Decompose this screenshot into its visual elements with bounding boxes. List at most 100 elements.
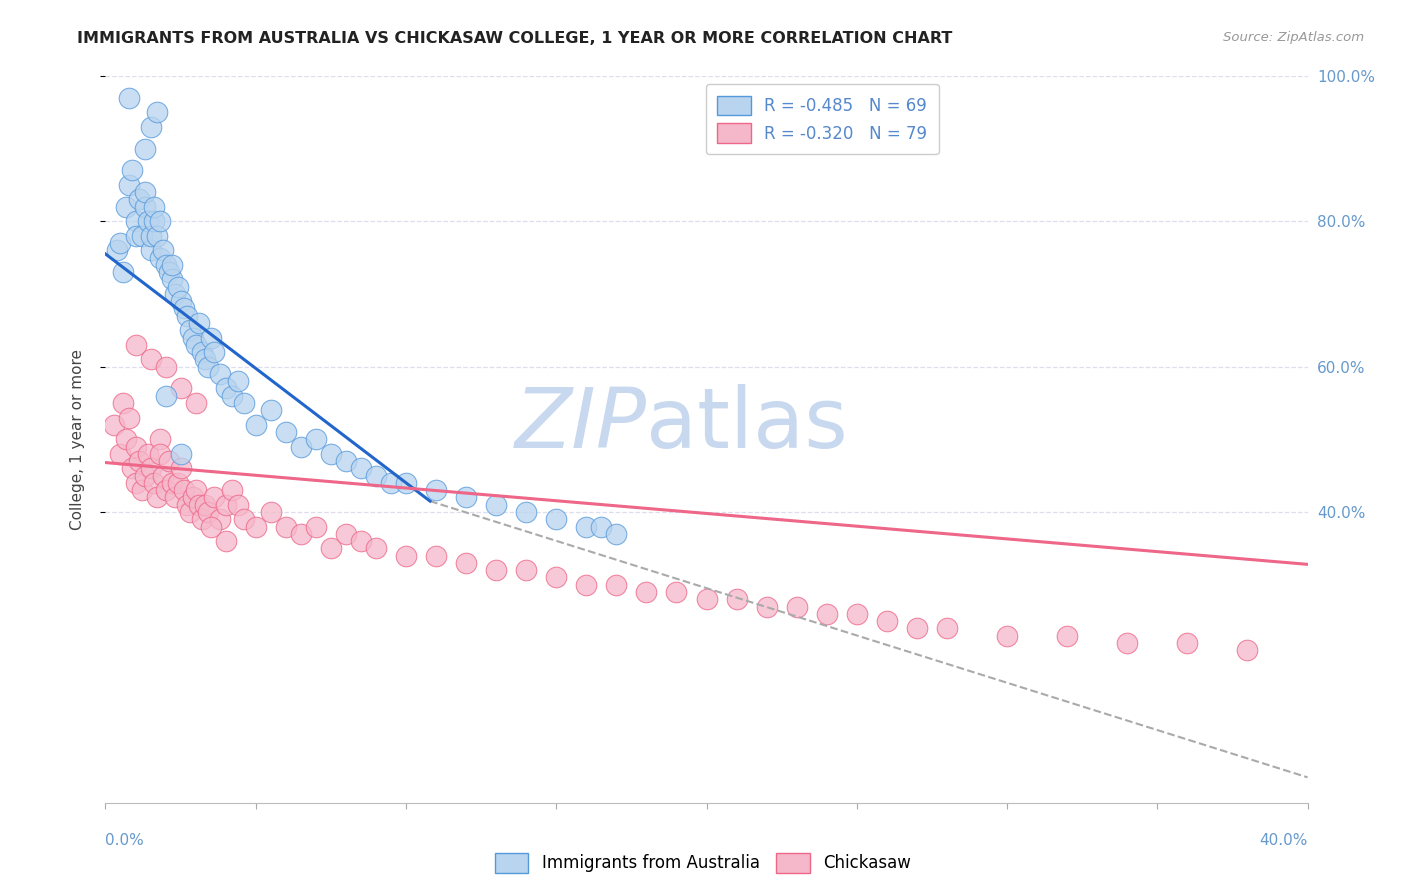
Point (184, 483, 207, 498)
Point (485, 498, 508, 512)
Point (187, 498, 209, 512)
Point (179, 505, 201, 519)
Point (115, 432, 138, 446)
Point (575, 519, 598, 533)
Point (245, 519, 267, 533)
Point (136, 447, 159, 461)
Text: ZIP: ZIP (515, 384, 647, 466)
Point (139, 244, 162, 258)
Point (142, 200, 165, 214)
Point (665, 585, 688, 599)
Point (139, 120, 162, 134)
Point (139, 461, 162, 475)
Point (166, 279, 188, 293)
Point (128, 454, 150, 468)
Point (118, 178, 141, 192)
Point (260, 403, 283, 417)
Point (142, 214, 165, 228)
Point (546, 570, 568, 584)
Point (395, 549, 418, 563)
Legend: R = -0.485   N = 69, R = -0.320   N = 79: R = -0.485 N = 69, R = -0.320 N = 79 (706, 84, 939, 154)
Point (118, 410, 141, 425)
Point (232, 396, 254, 410)
Point (350, 534, 373, 549)
Point (290, 526, 312, 541)
Point (128, 193, 150, 207)
Point (112, 396, 135, 410)
Point (169, 294, 191, 309)
Point (103, 417, 125, 432)
Point (187, 316, 209, 330)
Point (395, 475, 418, 490)
Point (221, 483, 243, 498)
Point (197, 359, 219, 374)
Point (155, 389, 177, 403)
Point (112, 265, 135, 279)
Point (335, 526, 357, 541)
Point (226, 374, 249, 388)
Point (636, 585, 658, 599)
Point (184, 396, 207, 410)
Point (148, 447, 170, 461)
Point (176, 309, 198, 323)
Point (335, 454, 357, 468)
Point (319, 541, 342, 556)
Point (194, 352, 217, 367)
Legend: Immigrants from Australia, Chickasaw: Immigrants from Australia, Chickasaw (488, 847, 918, 880)
Point (226, 498, 249, 512)
Point (190, 512, 212, 526)
Y-axis label: College, 1 year or more: College, 1 year or more (70, 349, 84, 530)
Point (160, 272, 183, 286)
Text: 40.0%: 40.0% (1260, 833, 1308, 848)
Point (214, 498, 236, 512)
Point (124, 440, 146, 454)
Point (274, 519, 297, 533)
Point (160, 258, 183, 272)
Point (148, 214, 170, 228)
Point (121, 163, 143, 178)
Point (605, 526, 627, 541)
Point (1236, 643, 1258, 657)
Point (425, 483, 447, 498)
Point (456, 491, 478, 505)
Point (456, 556, 478, 570)
Point (380, 475, 402, 490)
Point (173, 483, 195, 498)
Point (202, 345, 225, 359)
Point (208, 512, 231, 526)
Point (190, 345, 212, 359)
Point (181, 330, 204, 344)
Point (425, 549, 447, 563)
Point (124, 475, 146, 490)
Point (905, 621, 928, 635)
Point (184, 338, 207, 352)
Point (591, 519, 613, 533)
Point (169, 381, 191, 395)
Point (139, 228, 162, 243)
Point (148, 251, 170, 265)
Point (305, 432, 328, 446)
Point (139, 352, 162, 367)
Point (575, 578, 598, 592)
Point (319, 447, 342, 461)
Point (121, 461, 143, 475)
Point (155, 258, 177, 272)
Point (115, 200, 138, 214)
Point (1177, 636, 1199, 650)
Point (245, 417, 267, 432)
Point (124, 214, 146, 228)
Text: IMMIGRANTS FROM AUSTRALIA VS CHICKASAW COLLEGE, 1 YEAR OR MORE CORRELATION CHART: IMMIGRANTS FROM AUSTRALIA VS CHICKASAW C… (77, 31, 953, 46)
Point (110, 235, 132, 250)
Point (169, 447, 191, 461)
Point (546, 512, 568, 526)
Point (221, 389, 243, 403)
Point (145, 228, 167, 243)
Point (197, 505, 219, 519)
Point (305, 519, 328, 533)
Point (845, 607, 868, 621)
Point (134, 141, 156, 155)
Point (163, 491, 186, 505)
Point (200, 330, 222, 344)
Point (194, 498, 217, 512)
Point (152, 244, 174, 258)
